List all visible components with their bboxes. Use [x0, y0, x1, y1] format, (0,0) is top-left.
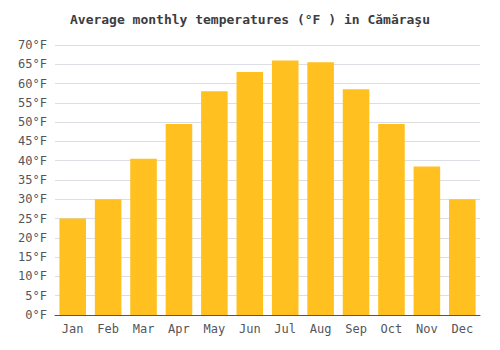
- svg-text:40°F: 40°F: [18, 154, 47, 168]
- svg-text:Mar: Mar: [133, 322, 155, 336]
- svg-text:Average monthly temperatures (: Average monthly temperatures (°F ) in Că…: [70, 12, 430, 27]
- svg-text:70°F: 70°F: [18, 38, 47, 52]
- svg-text:Aug: Aug: [310, 322, 332, 336]
- svg-text:Jul: Jul: [274, 322, 296, 336]
- svg-text:20°F: 20°F: [18, 231, 47, 245]
- svg-text:10°F: 10°F: [18, 269, 47, 283]
- svg-text:25°F: 25°F: [18, 212, 47, 226]
- svg-text:Jun: Jun: [239, 322, 261, 336]
- svg-text:Oct: Oct: [381, 322, 403, 336]
- svg-text:5°F: 5°F: [25, 289, 47, 303]
- svg-text:Dec: Dec: [451, 322, 473, 336]
- svg-text:65°F: 65°F: [18, 57, 47, 71]
- svg-text:Jan: Jan: [62, 322, 84, 336]
- svg-text:50°F: 50°F: [18, 115, 47, 129]
- svg-text:15°F: 15°F: [18, 250, 47, 264]
- svg-text:Nov: Nov: [416, 322, 438, 336]
- svg-text:Apr: Apr: [168, 322, 190, 336]
- svg-text:30°F: 30°F: [18, 192, 47, 206]
- svg-text:0°F: 0°F: [25, 308, 47, 322]
- svg-text:60°F: 60°F: [18, 77, 47, 91]
- svg-text:35°F: 35°F: [18, 173, 47, 187]
- svg-text:Sep: Sep: [345, 322, 367, 336]
- svg-text:Feb: Feb: [97, 322, 119, 336]
- svg-text:45°F: 45°F: [18, 134, 47, 148]
- svg-text:55°F: 55°F: [18, 96, 47, 110]
- svg-text:May: May: [204, 322, 226, 336]
